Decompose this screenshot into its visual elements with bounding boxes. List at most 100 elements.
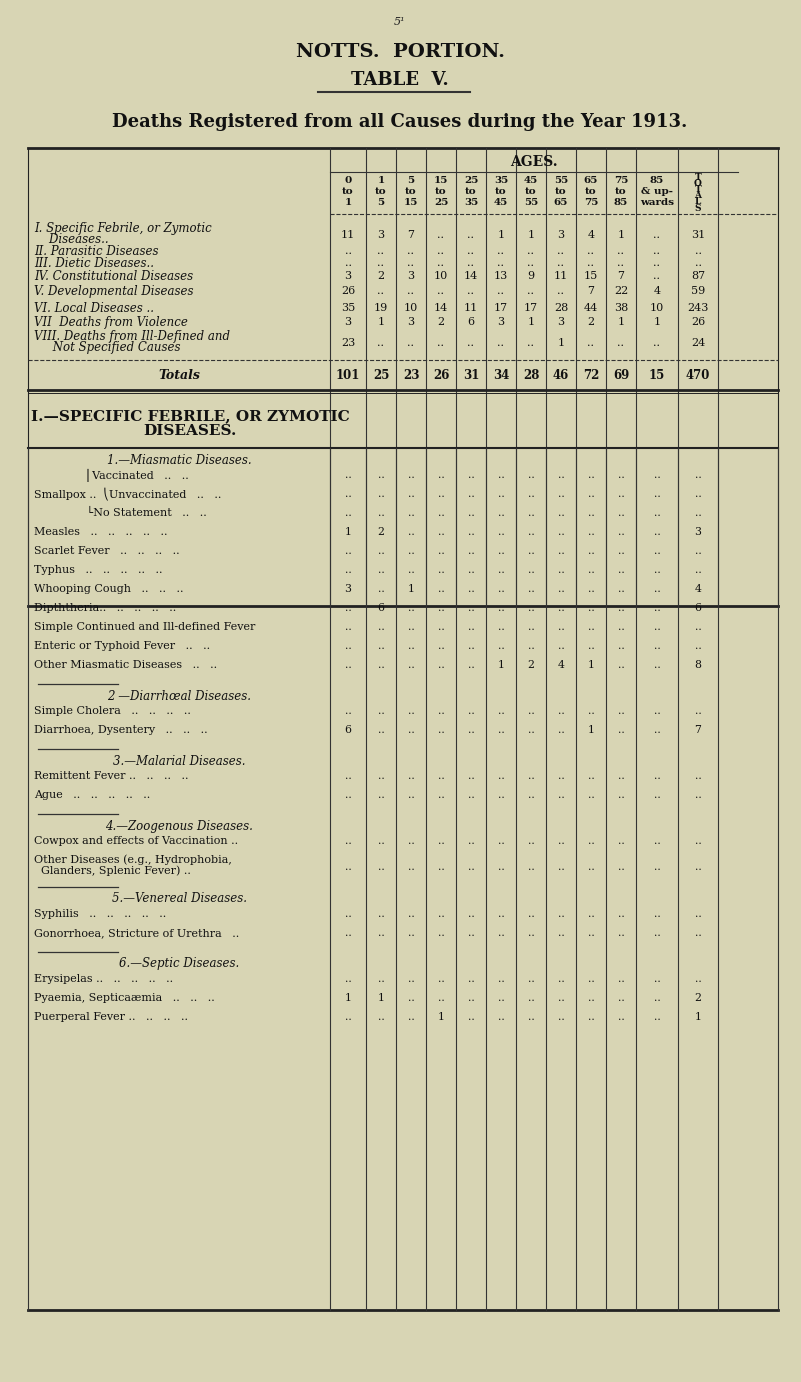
Text: 6: 6 xyxy=(344,726,352,735)
Text: 55: 55 xyxy=(553,176,568,185)
Text: 1: 1 xyxy=(344,527,352,538)
Text: ..: .. xyxy=(618,622,624,632)
Text: ..: .. xyxy=(588,1012,594,1023)
Text: ..: .. xyxy=(528,489,534,499)
Text: Dipththeria..   ..   ..   ..   ..: Dipththeria.. .. .. .. .. xyxy=(34,603,176,614)
Text: Smallpox ..  ⎝Unvaccinated   ..   ..: Smallpox .. ⎝Unvaccinated .. .. xyxy=(34,488,221,500)
Text: ..: .. xyxy=(408,974,414,984)
Text: ..: .. xyxy=(654,258,661,268)
Text: ..: .. xyxy=(344,706,352,716)
Text: 0: 0 xyxy=(344,176,352,185)
Text: ..: .. xyxy=(618,489,624,499)
Text: ..: .. xyxy=(497,1012,505,1023)
Text: ..: .. xyxy=(437,489,445,499)
Text: 35: 35 xyxy=(341,303,355,312)
Text: ..: .. xyxy=(377,927,384,938)
Text: O: O xyxy=(694,178,702,188)
Text: ..: .. xyxy=(654,771,660,781)
Text: Other Diseases (e.g., Hydrophobia,: Other Diseases (e.g., Hydrophobia, xyxy=(34,854,231,865)
Text: ..: .. xyxy=(437,229,445,240)
Text: ..: .. xyxy=(694,258,702,268)
Text: ..: .. xyxy=(408,791,414,800)
Text: ..: .. xyxy=(557,994,565,1003)
Text: ..: .. xyxy=(588,909,594,919)
Text: S: S xyxy=(694,203,701,213)
Text: 1: 1 xyxy=(618,229,625,240)
Text: ..: .. xyxy=(618,470,624,480)
Text: 2: 2 xyxy=(694,994,702,1003)
Text: L: L xyxy=(694,198,701,206)
Text: 23: 23 xyxy=(341,339,355,348)
Text: ..: .. xyxy=(528,585,534,594)
Text: Remittent Fever ..   ..   ..   ..: Remittent Fever .. .. .. .. xyxy=(34,771,188,781)
Text: ..: .. xyxy=(377,791,384,800)
Text: Pyaemia, Septicaæmia   ..   ..   ..: Pyaemia, Septicaæmia .. .. .. xyxy=(34,994,215,1003)
Text: 35: 35 xyxy=(494,176,508,185)
Text: ..: .. xyxy=(528,706,534,716)
Text: ..: .. xyxy=(557,622,565,632)
Text: 15: 15 xyxy=(404,198,418,206)
Text: 24: 24 xyxy=(691,339,705,348)
Text: 3: 3 xyxy=(557,316,565,328)
Text: ..: .. xyxy=(468,909,474,919)
Text: ..: .. xyxy=(588,862,594,872)
Text: ..: .. xyxy=(437,585,445,594)
Text: ..: .. xyxy=(557,974,565,984)
Text: ..: .. xyxy=(468,339,474,348)
Text: VI. Local Diseases ..: VI. Local Diseases .. xyxy=(34,301,154,315)
Text: 5.—Venereal Diseases.: 5.—Venereal Diseases. xyxy=(111,893,247,905)
Text: Scarlet Fever   ..   ..   ..   ..: Scarlet Fever .. .. .. .. xyxy=(34,546,179,556)
Text: to: to xyxy=(555,187,567,195)
Text: ..: .. xyxy=(497,565,505,575)
Text: 14: 14 xyxy=(464,271,478,281)
Text: 59: 59 xyxy=(691,286,705,296)
Text: 8: 8 xyxy=(694,661,702,670)
Text: 11: 11 xyxy=(464,303,478,312)
Text: ..: .. xyxy=(654,271,661,281)
Text: ..: .. xyxy=(654,585,660,594)
Text: 1: 1 xyxy=(618,316,625,328)
Text: ..: .. xyxy=(528,258,534,268)
Text: ..: .. xyxy=(408,1012,414,1023)
Text: ..: .. xyxy=(377,546,384,556)
Text: ..: .. xyxy=(408,706,414,716)
Text: ..: .. xyxy=(468,603,474,614)
Text: ..: .. xyxy=(437,603,445,614)
Text: 1: 1 xyxy=(527,229,534,240)
Text: 23: 23 xyxy=(403,369,419,381)
Text: ..: .. xyxy=(468,836,474,846)
Text: 10: 10 xyxy=(404,303,418,312)
Text: ..: .. xyxy=(654,974,660,984)
Text: ..: .. xyxy=(618,565,624,575)
Text: 25: 25 xyxy=(464,176,478,185)
Text: ..: .. xyxy=(694,791,702,800)
Text: 1.—Miasmatic Diseases.: 1.—Miasmatic Diseases. xyxy=(107,453,252,467)
Text: ..: .. xyxy=(468,862,474,872)
Text: ..: .. xyxy=(344,1012,352,1023)
Text: to: to xyxy=(586,187,597,195)
Text: ..: .. xyxy=(618,1012,624,1023)
Text: 44: 44 xyxy=(584,303,598,312)
Text: ..: .. xyxy=(408,246,414,256)
Text: 45: 45 xyxy=(524,176,538,185)
Text: ..: .. xyxy=(377,286,384,296)
Text: 2: 2 xyxy=(377,527,384,538)
Text: 26: 26 xyxy=(433,369,449,381)
Text: ..: .. xyxy=(408,771,414,781)
Text: ..: .. xyxy=(654,927,660,938)
Text: 2: 2 xyxy=(437,316,445,328)
Text: 45: 45 xyxy=(494,198,508,206)
Text: ..: .. xyxy=(654,246,661,256)
Text: ..: .. xyxy=(654,641,660,651)
Text: ..: .. xyxy=(468,706,474,716)
Text: ..: .. xyxy=(618,862,624,872)
Text: ..: .. xyxy=(618,974,624,984)
Text: ..: .. xyxy=(437,509,445,518)
Text: ..: .. xyxy=(587,246,594,256)
Text: Enteric or Typhoid Fever   ..   ..: Enteric or Typhoid Fever .. .. xyxy=(34,641,210,651)
Text: ..: .. xyxy=(528,546,534,556)
Text: ..: .. xyxy=(437,661,445,670)
Text: ..: .. xyxy=(437,974,445,984)
Text: ..: .. xyxy=(654,791,660,800)
Text: ..: .. xyxy=(437,546,445,556)
